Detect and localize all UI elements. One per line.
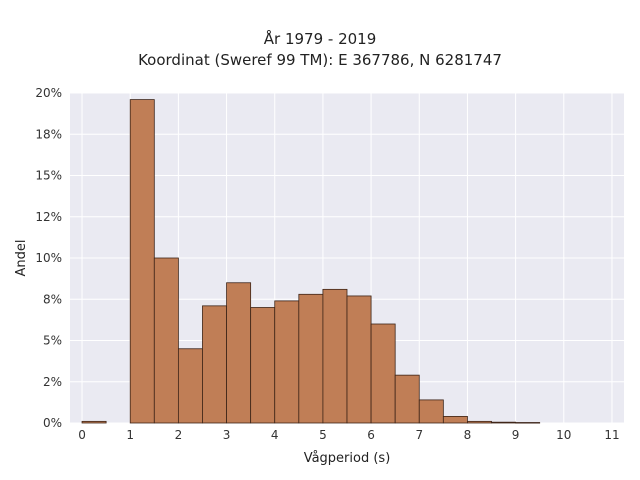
histogram-bars [81,99,541,424]
x-tick-label: 3 [223,428,231,442]
x-tick-label: 10 [556,428,571,442]
histogram-bar [442,415,468,424]
x-tick-label: 8 [464,428,472,442]
histogram-bar [491,421,517,424]
x-axis-label: Vågperiod (s) [304,451,391,466]
x-tick-label: 5 [319,428,327,442]
chart-title: År 1979 - 2019 [263,30,377,48]
y-tick-label: 15% [35,169,62,183]
histogram-bar [394,374,420,424]
histogram-bar [346,295,372,424]
histogram-bar [226,282,252,424]
y-tick-label: 2% [43,375,62,389]
y-tick-label: 10% [35,251,62,265]
x-tick-label: 7 [415,428,423,442]
y-tick-label: 20% [35,86,62,100]
histogram-bar [202,305,227,424]
histogram-bar [153,257,179,424]
histogram-bar [298,293,324,424]
histogram-bar [129,99,155,424]
x-tick-label: 6 [367,428,375,442]
y-tick-label: 0% [43,416,62,430]
histogram-bar [370,323,396,424]
x-tick-label: 9 [512,428,520,442]
histogram-bar [274,300,300,424]
y-axis-label: Andel [14,240,29,277]
x-tick-label: 11 [604,428,619,442]
y-tick-label: 8% [43,292,62,306]
y-tick-label: 12% [35,210,62,224]
histogram-bar [81,420,107,424]
chart-subtitle: Koordinat (Sweref 99 TM): E 367786, N 62… [138,51,502,69]
y-tick-labels: 0% 2% 5% 8% 10% 12% 15% 18% 20% [35,86,62,430]
histogram-bar [322,288,348,424]
histogram-bar [515,422,541,424]
x-tick-label: 2 [175,428,183,442]
y-tick-label: 18% [35,127,62,141]
histogram-bar [418,399,444,424]
x-tick-labels: 0 1 2 3 4 5 6 7 8 9 10 11 [78,428,619,442]
histogram-bar [250,307,276,424]
histogram-bar [177,348,203,424]
y-tick-label: 5% [43,334,62,348]
histogram-bar [467,420,492,424]
x-tick-label: 1 [126,428,134,442]
x-tick-label: 4 [271,428,279,442]
x-tick-label: 0 [78,428,86,442]
